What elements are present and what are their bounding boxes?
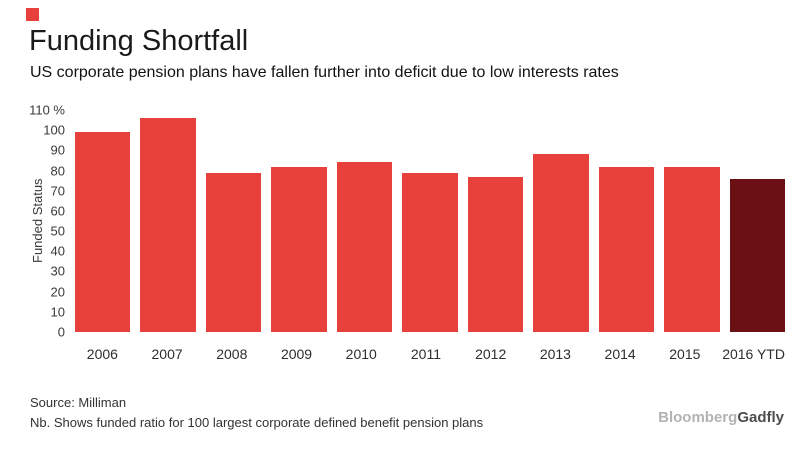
y-tick-label: 100 bbox=[43, 122, 65, 138]
bar bbox=[140, 118, 196, 332]
bar-chart: Funded Status 0 10 20 30 40 50 60 70 80 90 100 110 … bbox=[29, 103, 785, 362]
y-tick-label: 30 bbox=[50, 263, 65, 279]
footnote: Nb. Shows funded ratio for 100 largest c… bbox=[30, 415, 484, 430]
page-title: Funding Shortfall bbox=[29, 25, 249, 57]
bar bbox=[271, 166, 327, 332]
x-axis: 2006 2007 2008 2009 2010 2011 2012 2013 2014 2015… bbox=[75, 340, 785, 362]
bar bbox=[467, 176, 524, 332]
y-tick-label: 10 bbox=[50, 304, 65, 320]
bar bbox=[336, 162, 393, 332]
bar bbox=[598, 166, 655, 332]
bar bbox=[533, 154, 589, 332]
logo-gadfly: Gadfly bbox=[737, 409, 784, 426]
logo-bloomberg: Bloomberg bbox=[658, 409, 738, 426]
x-tick-label: 2015 bbox=[669, 346, 701, 362]
x-tick-label: 2011 bbox=[410, 346, 441, 362]
y-tick-label: 110 % bbox=[29, 102, 65, 118]
source-note: Source: Milliman bbox=[30, 395, 127, 410]
y-tick-label: 50 bbox=[50, 223, 65, 239]
bloomberg-gadfly-logo: BloombergGadfly bbox=[658, 409, 784, 426]
y-tick-label: 90 bbox=[50, 142, 65, 158]
footer: Source: Milliman Nb. Shows funded ratio … bbox=[30, 393, 483, 433]
bar bbox=[664, 166, 720, 332]
y-tick-label: 40 bbox=[50, 243, 65, 259]
x-tick-label: 2006 bbox=[86, 346, 118, 362]
y-tick-label: 0 bbox=[57, 324, 65, 340]
chart-subtitle: US corporate pension plans have fallen f… bbox=[30, 64, 619, 81]
x-tick-label: 2008 bbox=[216, 346, 248, 362]
y-tick-label: 70 bbox=[50, 183, 65, 199]
bars bbox=[75, 110, 785, 332]
bar bbox=[729, 178, 785, 332]
x-tick-label: 2014 bbox=[604, 346, 636, 362]
y-tick-label: 60 bbox=[50, 203, 65, 219]
x-tick-label: 2016 YTD bbox=[722, 346, 785, 362]
bar bbox=[205, 172, 262, 332]
brand-mark bbox=[26, 8, 39, 21]
y-axis: 0 10 20 30 40 50 60 70 80 90 100 110 % bbox=[29, 103, 70, 340]
x-tick-label: 2007 bbox=[151, 346, 183, 362]
x-tick-label: 2013 bbox=[539, 346, 571, 362]
x-tick-label: 2010 bbox=[345, 346, 377, 362]
y-tick-label: 80 bbox=[50, 163, 65, 179]
bar bbox=[75, 132, 131, 332]
y-tick-label: 20 bbox=[50, 284, 65, 300]
x-tick-label: 2009 bbox=[280, 346, 313, 362]
plot-area: 0 10 20 30 40 50 60 70 80 90 100 110 % bbox=[29, 103, 785, 340]
x-tick-label: 2012 bbox=[475, 346, 507, 362]
bar bbox=[402, 172, 458, 332]
